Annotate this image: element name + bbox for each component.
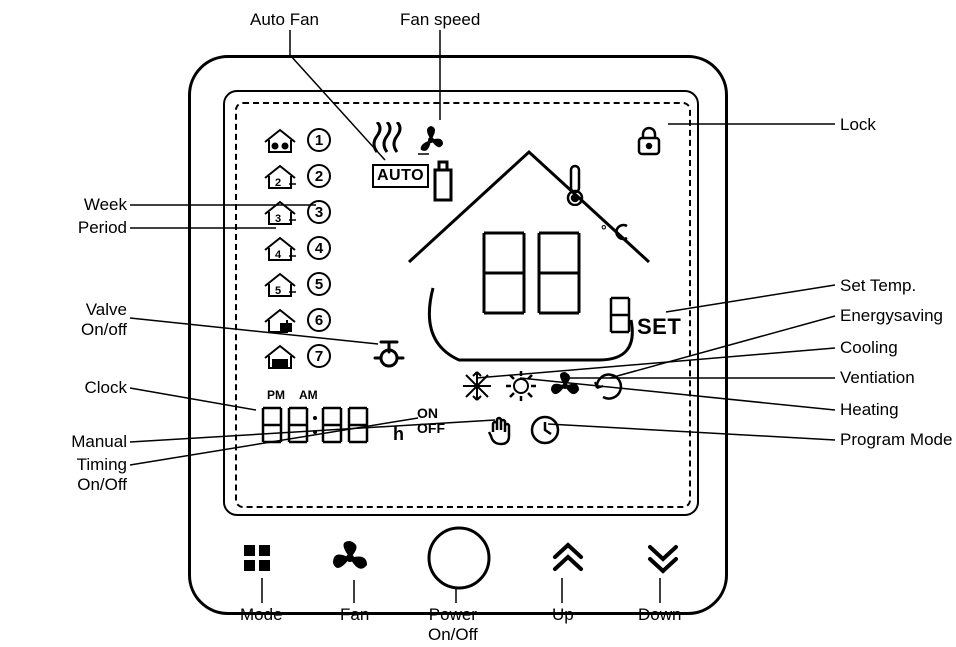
leader-lines <box>0 0 956 647</box>
